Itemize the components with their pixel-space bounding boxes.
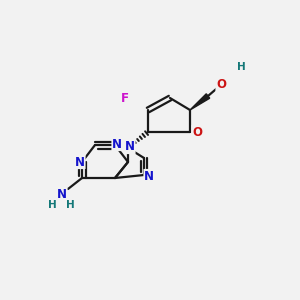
Text: H: H [237, 62, 245, 72]
Text: N: N [125, 140, 135, 154]
Text: N: N [144, 169, 154, 182]
Text: O: O [192, 125, 202, 139]
Text: H: H [48, 200, 56, 210]
Polygon shape [190, 94, 210, 110]
Text: H: H [66, 200, 74, 210]
Text: N: N [75, 155, 85, 169]
Text: N: N [112, 137, 122, 151]
Text: F: F [121, 92, 129, 104]
Text: N: N [57, 188, 67, 202]
Text: O: O [216, 79, 226, 92]
